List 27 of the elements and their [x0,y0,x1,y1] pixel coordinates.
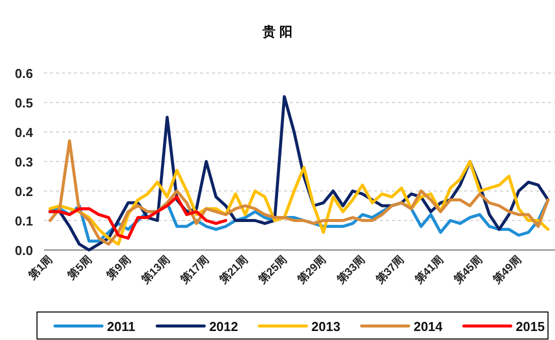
y-tick-label: 0.3 [14,154,33,170]
line-series [48,139,550,246]
y-tick-label: 0.6 [14,66,33,81]
y-tick-label: 0.4 [14,125,34,140]
y-tick-label: 0.1 [14,214,33,228]
x-tick-label: 第29周 [294,252,329,288]
y-tick-label: 0.2 [14,184,33,199]
x-tick-label: 第45周 [450,252,485,288]
x-tick-label: 第33周 [333,252,368,288]
line-series [48,195,228,240]
x-tick-label: 第41周 [412,252,446,288]
y-tick-label: 0.5 [14,96,33,110]
x-tick-label: 第49周 [490,252,524,288]
chart-title: 贵 阳 [262,24,292,39]
y-tick-label: 0.0 [14,243,33,258]
x-tick-label: 第13周 [138,252,172,288]
legend-label: 2011 [107,319,136,334]
x-tick-label: 第9周 [103,252,134,283]
x-tick-label: 第37周 [372,252,407,288]
legend-label: 2012 [209,319,238,334]
x-tick-label: 第5周 [64,252,94,283]
legend-label: 2013 [311,319,340,334]
x-tick-label: 第17周 [177,252,212,288]
x-tick-label: 第25周 [255,252,290,288]
x-tick-label: 第21周 [216,252,250,288]
legend-label: 2015 [516,319,545,334]
legend-label: 2014 [414,319,444,334]
